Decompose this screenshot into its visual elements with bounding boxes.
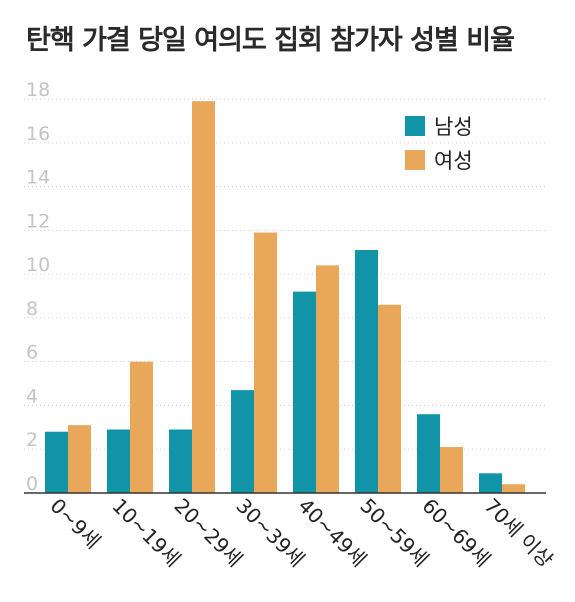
- y-tick-label: 0: [26, 473, 38, 495]
- y-tick-label: 14: [26, 167, 50, 189]
- bar-male: [355, 250, 378, 493]
- bar-male: [293, 291, 316, 493]
- legend-label: 남성: [434, 115, 473, 139]
- bar-male: [417, 414, 440, 493]
- bar-female: [192, 101, 215, 493]
- category-labels: 0~9세 10~19세20~29세30~39세40~49세50~59세60~69세…: [45, 494, 557, 572]
- bar-male: [231, 390, 254, 493]
- bar-male: [479, 473, 502, 493]
- bar-male: [45, 431, 68, 493]
- x-category-label: 70세 이상: [479, 494, 557, 572]
- legend-swatch: [405, 116, 425, 136]
- chart-title: 탄핵 가결 당일 여의도 집회 참가자 성별 비율: [26, 25, 515, 56]
- bar-female: [130, 361, 153, 493]
- x-category-label: 0~9세: [45, 494, 105, 554]
- bar-male: [107, 429, 130, 493]
- bar-male: [169, 429, 192, 493]
- bar-female: [254, 232, 277, 493]
- y-tick-labels: 0 2 4 6 8 10 12 14 16 18: [26, 79, 50, 495]
- y-tick-label: 16: [26, 123, 50, 145]
- legend-label: 여성: [434, 149, 473, 173]
- y-tick-label: 6: [26, 342, 38, 364]
- legend-swatch: [405, 150, 425, 170]
- bar-female: [316, 265, 339, 493]
- y-tick-label: 4: [26, 385, 38, 407]
- y-tick-label: 10: [26, 254, 50, 276]
- y-tick-label: 18: [26, 79, 50, 101]
- y-tick-label: 12: [26, 210, 50, 232]
- y-tick-label: 2: [26, 429, 38, 451]
- bar-female: [502, 484, 525, 493]
- bar-female: [440, 447, 463, 493]
- bar-female: [378, 304, 401, 493]
- y-tick-label: 8: [26, 298, 38, 320]
- bar-female: [68, 425, 91, 493]
- bars: [45, 101, 525, 493]
- gridlines: [24, 98, 546, 450]
